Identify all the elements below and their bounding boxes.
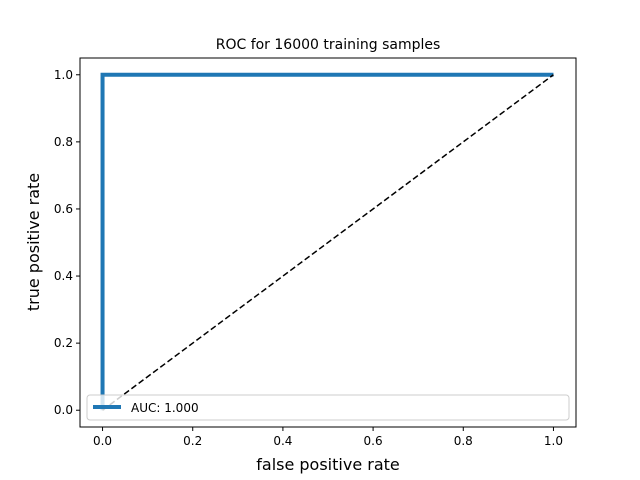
y-axis-ticks: 0.0 0.2 0.4 0.6 0.8 1.0 xyxy=(54,68,80,417)
x-tick-label: 0.6 xyxy=(364,434,383,448)
x-axis-label: false positive rate xyxy=(256,455,400,474)
y-tick-label: 1.0 xyxy=(54,68,73,82)
y-tick-label: 0.8 xyxy=(54,135,73,149)
legend-box xyxy=(86,394,570,421)
y-axis-label: true positive rate xyxy=(24,173,43,311)
x-tick-label: 0.8 xyxy=(454,434,473,448)
chart-title: ROC for 16000 training samples xyxy=(216,37,441,53)
y-tick-label: 0.2 xyxy=(54,336,73,350)
chance-diagonal xyxy=(102,74,554,411)
y-tick-label: 0.0 xyxy=(54,403,73,417)
x-tick-label: 0.2 xyxy=(183,434,202,448)
y-tick-label: 0.4 xyxy=(54,269,73,283)
legend-label: AUC: 1.000 xyxy=(131,401,199,415)
x-axis-ticks: 0.0 0.2 0.4 0.6 0.8 1.0 xyxy=(93,427,563,448)
plot-frame xyxy=(79,57,577,428)
x-tick-label: 0.0 xyxy=(93,434,112,448)
plot-lines xyxy=(100,72,554,411)
legend: AUC: 1.000 xyxy=(86,394,570,421)
x-tick-label: 0.4 xyxy=(273,434,292,448)
roc-curve xyxy=(100,72,554,411)
y-tick-label: 0.6 xyxy=(54,202,73,216)
x-tick-label: 1.0 xyxy=(544,434,563,448)
